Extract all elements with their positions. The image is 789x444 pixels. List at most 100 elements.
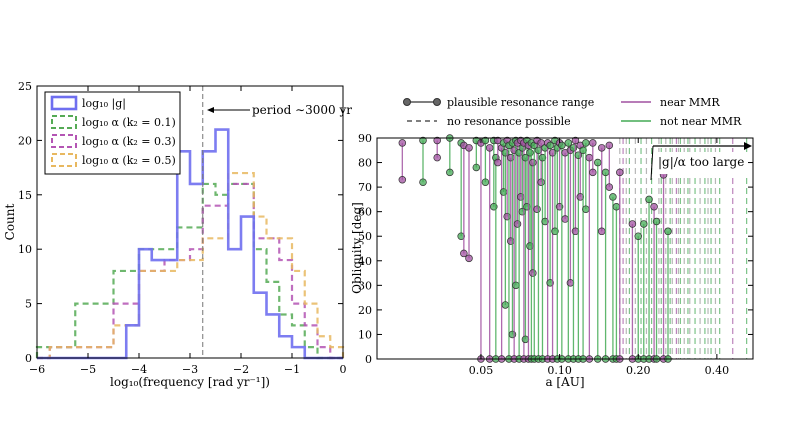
- resonance-range-high-point: [526, 148, 534, 157]
- obliquity-y-ticks: 0 10 20 30 40 50 60 70 80 90: [358, 132, 753, 366]
- resonance-range-high-point: [485, 144, 494, 152]
- resonance-range-low-point: [561, 215, 569, 223]
- resonance-range-low-point: [589, 168, 597, 177]
- obliquity-x-ticks: 0.05 0.10 0.20 0.40: [469, 138, 729, 377]
- resonance-range-high-point: [433, 136, 441, 145]
- resonance-range-high-point: [534, 146, 543, 155]
- resonance-range-low-point: [494, 158, 502, 167]
- legend-plausible-label: plausible resonance range: [447, 96, 594, 109]
- histogram-legend-swatch-2: [51, 134, 77, 148]
- resonance-range-low-point: [398, 175, 407, 184]
- resonance-range-high-point: [640, 220, 648, 228]
- histogram-ytick-label: 25: [18, 80, 32, 93]
- histogram-xtick-label: −3: [182, 363, 198, 376]
- legend-plausible-marker-high: [433, 98, 441, 106]
- obliquity-ytick-label: 0: [365, 353, 372, 366]
- histogram-chart: −6 −5 −4 −3 −2 −1 0 0 5 10 15 20 25 log₁₀(frequency…: [3, 80, 352, 389]
- resonance-range-low-point: [419, 178, 427, 186]
- resonance-range-high-point: [616, 168, 624, 177]
- resonance-range-high-point: [465, 144, 473, 152]
- histogram-ytick-label: 20: [18, 134, 32, 147]
- resonance-range-low-point: [472, 163, 481, 172]
- histogram-ytick-label: 5: [25, 298, 32, 311]
- resonance-range-low-point: [460, 249, 468, 258]
- resonance-range-high-point: [605, 141, 614, 150]
- histogram-series-3: [37, 171, 345, 360]
- resonance-range-high-point: [634, 232, 642, 240]
- resonance-range-low-point: [433, 153, 441, 162]
- resonance-range-high-point: [650, 203, 658, 211]
- resonance-range-high-point: [571, 136, 580, 145]
- too-large-annotation-text: |g|/α too large: [658, 155, 744, 169]
- legend-plausible-marker-low: [403, 98, 411, 106]
- histogram-ytick-label: 0: [25, 352, 32, 365]
- obliquity-ytick-label: 20: [358, 304, 372, 317]
- histogram-legend-swatch-0: [50, 95, 78, 111]
- resonance-range-low-point: [541, 217, 549, 226]
- resonance-range-high-point: [597, 144, 606, 152]
- resonance-range-high-point: [628, 220, 637, 228]
- resonance-range-low-point: [546, 279, 554, 287]
- histogram-ylabel: Count: [3, 203, 17, 240]
- resonance-range-low-point: [537, 178, 545, 186]
- histogram-xtick-label: −4: [131, 363, 147, 376]
- obliquity-ytick-label: 50: [358, 230, 372, 243]
- histogram-ytick-label: 15: [18, 189, 32, 202]
- obliquity-ylabel: Obliquity [deg]: [350, 202, 364, 294]
- resonance-range-high-point: [546, 141, 554, 150]
- resonance-range-low-point: [597, 227, 606, 236]
- obliquity-ytick-label: 10: [358, 328, 372, 341]
- resonance-range-high-point: [582, 139, 590, 147]
- obliquity-ytick-label: 90: [358, 132, 372, 145]
- histogram-legend-box: [44, 91, 181, 175]
- resonance-range-high-point: [585, 153, 594, 162]
- obliquity-ytick-label: 60: [358, 206, 372, 219]
- too-large-annotation-arrowhead: [744, 142, 752, 150]
- histogram-legend-label-1: log₁₀ α (k₂ = 0.1): [82, 116, 176, 129]
- histogram-legend-label-3: log₁₀ α (k₂ = 0.5): [82, 154, 176, 167]
- legend-not-near-mmr-label: not near MMR: [660, 115, 742, 128]
- resonance-range-low-point: [446, 168, 454, 177]
- histogram-xtick-label: 0: [340, 363, 347, 376]
- histogram-xlabel: log₁₀(frequency [rad yr⁻¹]): [110, 375, 270, 389]
- resonance-range-high-point: [548, 148, 557, 157]
- obliquity-ytick-label: 30: [358, 279, 372, 292]
- histogram-legend-swatch-3: [51, 153, 77, 167]
- too-large-annotation-tick: [650, 145, 654, 181]
- resonance-range-low-point: [605, 183, 614, 191]
- period-annotation-text: period ∼3000 yr: [252, 103, 352, 117]
- resonance-range-high-point: [664, 227, 672, 236]
- resonance-range-high-point: [529, 158, 537, 167]
- resonance-range-high-point: [601, 168, 610, 177]
- resonance-range-low-point: [481, 178, 490, 186]
- resonance-range-high-point: [481, 136, 490, 145]
- obliquity-xlabel: a [AU]: [545, 375, 584, 389]
- too-large-annotation: |g|/α too large: [650, 142, 752, 181]
- histogram-y-ticks: 0 5 10 15 20 25: [18, 80, 343, 365]
- resonance-range-low-point: [566, 279, 575, 287]
- resonance-range-low-point: [529, 269, 537, 277]
- obliquity-legend: plausible resonance range no resonance p…: [403, 96, 742, 128]
- histogram-x-ticks: −6 −5 −4 −3 −2 −1 0: [29, 86, 347, 376]
- too-large-annotation-bg: [654, 152, 748, 174]
- resonance-range-low-point: [516, 193, 525, 201]
- resonance-range-high-point: [564, 139, 573, 147]
- histogram-xtick-label: −2: [233, 363, 249, 376]
- resonance-range-high-point: [398, 139, 407, 147]
- obliquity-ytick-label: 70: [358, 181, 372, 194]
- obliquity-ytick-label: 40: [358, 255, 372, 268]
- histogram-xtick-label: −6: [29, 363, 45, 376]
- histogram-legend-swatch-1: [51, 115, 77, 129]
- resonance-range-high-point: [612, 203, 621, 211]
- legend-near-mmr-label: near MMR: [660, 96, 720, 109]
- obliquity-xtick-label: 0.40: [705, 364, 730, 377]
- resonance-range-low-point: [582, 205, 590, 213]
- resonance-range-high-point: [579, 146, 587, 155]
- obliquity-plot-frame: [376, 137, 754, 360]
- obliquity-chart: 0.05 0.10 0.20 0.40 0 10 20 30 40 50 60 70 80 90 a […: [350, 96, 754, 389]
- resonance-range-low-point: [508, 330, 517, 339]
- histogram-xtick-label: −1: [284, 363, 300, 376]
- resonance-range-low-point: [501, 301, 510, 309]
- obliquity-xtick-label: 0.20: [626, 364, 651, 377]
- resonance-range-low-point: [465, 254, 473, 263]
